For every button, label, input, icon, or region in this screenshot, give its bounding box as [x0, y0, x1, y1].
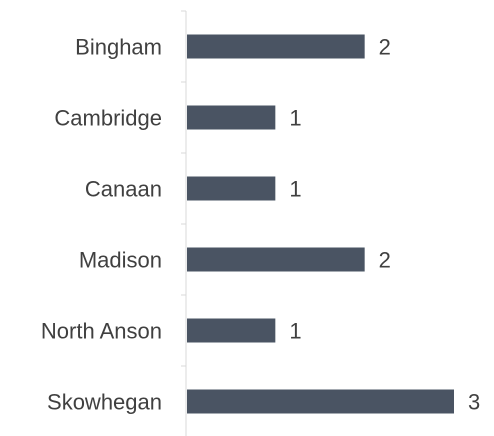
- category-label: Skowhegan: [47, 390, 162, 415]
- labels-layer: Bingham 2 Cambridge 1 Canaan 1 Madison 2 North A…: [41, 35, 480, 415]
- category-label: North Anson: [41, 319, 162, 344]
- data-label: 2: [379, 248, 391, 273]
- bar-canaan: [187, 176, 276, 201]
- category-label: Bingham: [75, 35, 162, 60]
- axis-layer: [181, 10, 187, 436]
- data-label: 1: [289, 177, 301, 202]
- data-label: 1: [289, 319, 301, 344]
- category-label: Madison: [79, 248, 162, 273]
- data-label: 1: [289, 106, 301, 131]
- bar-madison: [187, 247, 365, 272]
- bars-layer: [187, 34, 454, 414]
- category-label: Cambridge: [54, 106, 162, 131]
- data-label: 3: [468, 390, 480, 415]
- category-label: Canaan: [85, 177, 162, 202]
- bar-bingham: [187, 34, 365, 59]
- data-label: 2: [379, 35, 391, 60]
- bar-skowhegan: [187, 389, 454, 414]
- bar-north-anson: [187, 318, 276, 343]
- bar-cambridge: [187, 105, 276, 130]
